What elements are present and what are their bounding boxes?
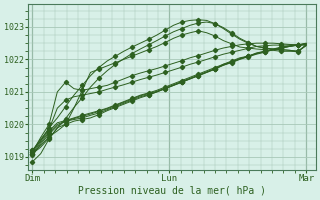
X-axis label: Pression niveau de la mer( hPa ): Pression niveau de la mer( hPa )	[78, 186, 266, 196]
